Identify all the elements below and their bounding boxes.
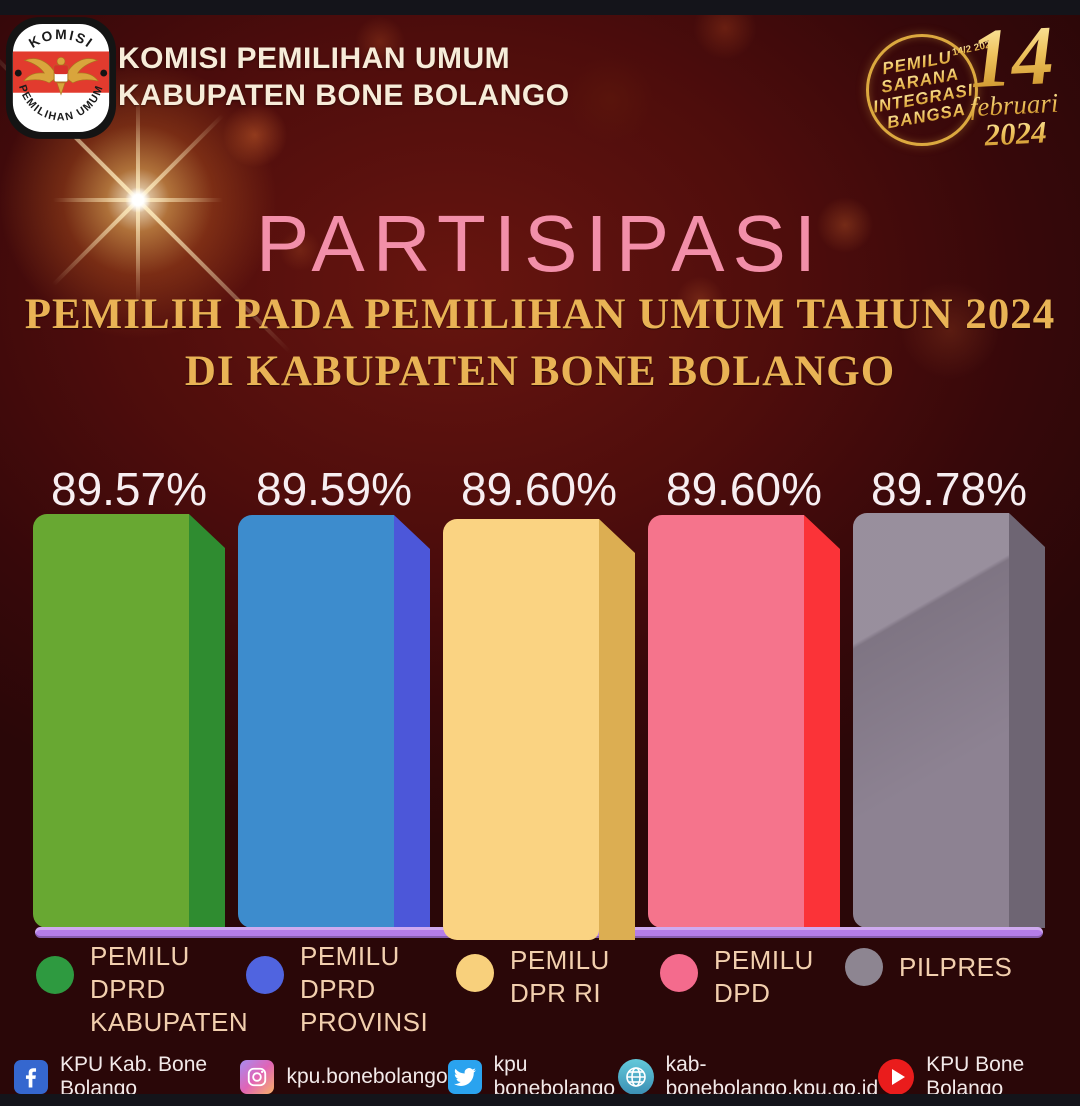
legend-dot bbox=[456, 954, 494, 992]
event-date-year: 2024 bbox=[950, 114, 1080, 154]
bar-value-label: 89.57% bbox=[50, 463, 207, 515]
legend-label: PILPRES bbox=[899, 951, 1013, 982]
org-title: KOMISI PEMILIHAN UMUM KABUPATEN BONE BOL… bbox=[118, 40, 570, 114]
bar-side bbox=[599, 519, 635, 940]
page-subtitle-line1: PEMILIH PADA PEMILIHAN UMUM TAHUN 2024 bbox=[24, 291, 1056, 338]
bar-side bbox=[189, 514, 225, 928]
legend-item: PEMILU DPD bbox=[660, 944, 814, 1010]
org-line2: KABUPATEN BONE BOLANGO bbox=[118, 79, 570, 112]
kpu-logo-icon: KOMISI PEMILIHAN UMUM bbox=[5, 17, 117, 139]
globe-icon[interactable] bbox=[617, 1059, 654, 1095]
bar bbox=[33, 514, 225, 928]
bottom-dark-strip bbox=[0, 1094, 1080, 1106]
page-subtitle-line2: DI KABUPATEN BONE BOLANGO bbox=[184, 348, 896, 395]
bar-value-label: 89.78% bbox=[870, 463, 1027, 515]
event-date-day: 14 bbox=[945, 9, 1079, 106]
legend-item: PILPRES bbox=[845, 948, 1012, 986]
bar-face bbox=[648, 515, 804, 928]
bar-value-label: 89.60% bbox=[665, 463, 822, 515]
youtube-icon[interactable] bbox=[878, 1059, 915, 1095]
legend-item: PEMILU DPRD KABUPATEN bbox=[36, 940, 248, 1039]
legend-dot bbox=[660, 954, 698, 992]
org-line1: KOMISI PEMILIHAN UMUM bbox=[118, 42, 511, 75]
legend-item: PEMILU DPRD PROVINSI bbox=[246, 940, 428, 1039]
facebook-icon[interactable] bbox=[14, 1060, 48, 1094]
legend-dot bbox=[246, 956, 284, 994]
legend-label: PEMILU DPRD PROVINSI bbox=[300, 941, 429, 1037]
social-label[interactable]: kpu.bonebolango bbox=[286, 1065, 448, 1088]
bar-face bbox=[443, 519, 599, 940]
legend-label: PEMILU DPD bbox=[714, 945, 814, 1008]
social-footer: KPU Kab. Bone Bolango kpu.bonebolango kp… bbox=[6, 1053, 1074, 1100]
bar-side bbox=[804, 515, 840, 928]
pemilu-badge: PEMILU SARANA INTEGRASI BANGSA bbox=[866, 34, 978, 146]
bar-side bbox=[394, 515, 430, 928]
legend-item: PEMILU DPR RI bbox=[456, 944, 610, 1010]
event-date: 14 februari 2024 bbox=[945, 9, 1080, 154]
legend-dot bbox=[845, 948, 883, 986]
bar-face bbox=[33, 514, 189, 928]
bar-value-label: 89.59% bbox=[255, 463, 412, 515]
social-item-instagram[interactable]: kpu.bonebolango bbox=[240, 1060, 448, 1094]
bar bbox=[443, 519, 635, 940]
bar bbox=[238, 515, 430, 928]
legend-label: PEMILU DPR RI bbox=[510, 945, 610, 1008]
bar-value-label: 89.60% bbox=[460, 463, 617, 515]
bar-side bbox=[1009, 513, 1045, 928]
bar bbox=[853, 513, 1045, 928]
legend-label: PEMILU DPRD KABUPATEN bbox=[90, 941, 249, 1037]
bar bbox=[648, 515, 840, 928]
twitter-icon[interactable] bbox=[447, 1060, 482, 1094]
page-title: PARTISIPASI bbox=[255, 199, 825, 288]
legend-dot bbox=[36, 956, 74, 994]
instagram-icon[interactable] bbox=[240, 1060, 275, 1094]
bar-face bbox=[238, 515, 394, 928]
bar-face bbox=[853, 513, 1009, 928]
top-dark-strip bbox=[0, 0, 1080, 15]
